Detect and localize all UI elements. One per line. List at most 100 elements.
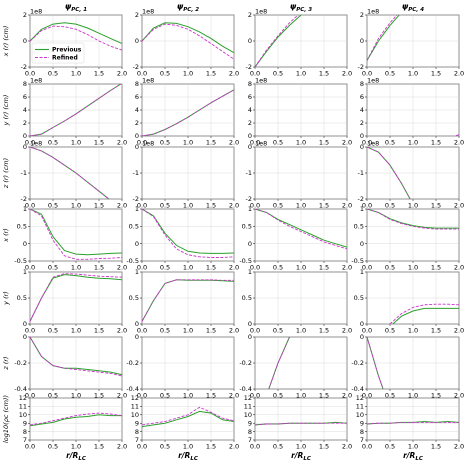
x-tick-label: 0.5	[48, 139, 58, 147]
panel-r1-c3: 0.0 0.5 1.0 1.5 2.0 -2 0 2 1e8	[246, 8, 353, 78]
y-tick-label: 0	[360, 37, 364, 45]
x-tick-label: 1.0	[71, 139, 81, 147]
panel-r5-c3: 0.0 0.5 1.0 1.5 2.0 0 0.5 1	[242, 268, 353, 335]
x-tick-label: 0.5	[160, 392, 170, 400]
series-line-refined	[30, 147, 110, 199]
series-line-previous	[392, 307, 459, 324]
y-tick-label: 6	[135, 93, 139, 101]
y-tick-label: 10	[131, 411, 139, 419]
x-tick-label: 1.0	[183, 327, 193, 335]
y-tick-label: -0.2	[351, 359, 364, 367]
x-tick-label: 1.0	[71, 327, 81, 335]
x-tick-label: 2.0	[229, 139, 239, 147]
y-tick-label: -0.5	[351, 257, 364, 265]
x-tick-label: 2.0	[342, 70, 352, 78]
y-tick-label: 0.5	[354, 294, 364, 302]
x-tick-label: 2.0	[229, 264, 239, 272]
panel-r3-c4: 0.0 0.5 1.0 1.5 2.0 -2 -1 0 1e8	[358, 140, 465, 210]
y-tick-label: 0.5	[129, 294, 139, 302]
y-tick-label: 9	[23, 419, 27, 427]
x-tick-label: 2.0	[454, 70, 464, 78]
x-tick-label: 0.0	[25, 392, 35, 400]
x-tick-label: 1.5	[94, 202, 104, 210]
row-ylabel-1: x (r) (cm)	[2, 26, 10, 58]
x-tick-label: 0.5	[160, 202, 170, 210]
y-tick-label: -0.4	[14, 385, 27, 393]
y-tick-label: 0	[360, 143, 364, 151]
y-tick-label: 7	[135, 436, 139, 444]
y-tick-label: 0	[135, 37, 139, 45]
y-tick-label: 0.5	[129, 223, 139, 231]
column-title-3: ψPC, 3	[290, 2, 312, 13]
x-tick-label: 1.0	[183, 264, 193, 272]
y-tick-label: 0	[360, 132, 364, 140]
y-tick-label: 7	[360, 436, 364, 444]
y-tick-label: -0.2	[126, 359, 139, 367]
x-tick-label: 0.5	[48, 70, 58, 78]
y-tick-label: 11	[356, 403, 364, 411]
series-line-refined	[367, 337, 384, 389]
panel-r3-c1: 0.0 0.5 1.0 1.5 2.0 -2 -1 0 1e8	[21, 140, 128, 210]
x-tick-label: 1.0	[408, 392, 418, 400]
y-tick-label: 9	[248, 419, 252, 427]
x-tick-label: 2.0	[117, 327, 127, 335]
series-line-refined	[142, 406, 234, 426]
y-multiplier: 1e8	[30, 140, 42, 148]
x-tick-label: 1.0	[183, 392, 193, 400]
y-tick-label: 4	[23, 106, 27, 114]
x-tick-label: 1.0	[71, 202, 81, 210]
column-title-1: ψPC, 1	[65, 2, 87, 13]
y-multiplier: 1e8	[30, 8, 42, 16]
x-tick-label: 1.5	[94, 327, 104, 335]
panel-r6-c1: 0.0 0.5 1.0 1.5 2.0 -0.4 -0.2 0	[14, 333, 127, 399]
row-ylabel-6: z (r)	[2, 356, 10, 370]
x-tick-label: 2.0	[229, 70, 239, 78]
x-tick-label: 1.0	[408, 327, 418, 335]
y-tick-label: -0.5	[126, 257, 139, 265]
y-tick-label: 2	[135, 119, 139, 127]
panel-r4-c4: 0.0 0.5 1.0 1.5 2.0 -0.5 0 0.5 1	[351, 205, 464, 271]
panel-r6-c4: 0.0 0.5 1.0 1.5 2.0 -0.4 -0.2 0	[351, 333, 464, 400]
x-tick-label: 1.5	[206, 70, 216, 78]
y-multiplier: 1e8	[255, 77, 267, 85]
y-multiplier: 1e8	[142, 77, 154, 85]
x-tick-label: 1.5	[206, 327, 216, 335]
x-tick-label: 0.0	[137, 139, 147, 147]
y-multiplier: 1e8	[367, 8, 379, 16]
y-tick-label: 1	[135, 205, 139, 213]
y-tick-label: 10	[244, 411, 252, 419]
x-tick-label: 0.0	[137, 327, 147, 335]
y-multiplier: 1e8	[255, 140, 267, 148]
y-multiplier: 1e8	[367, 77, 379, 85]
y-tick-label: 4	[360, 106, 364, 114]
y-tick-label: 0	[135, 240, 139, 248]
x-tick-label: 1.0	[296, 70, 306, 78]
y-tick-label: 0	[23, 240, 27, 248]
y-tick-label: -0.4	[351, 385, 364, 393]
y-tick-label: 7	[23, 436, 27, 444]
x-tick-label: 0.0	[250, 392, 260, 400]
legend-label-1: Previous	[52, 47, 82, 54]
x-tick-label: 2.0	[342, 327, 352, 335]
x-tick-label: 1.5	[319, 392, 329, 400]
y-tick-label: 8	[23, 428, 27, 436]
y-tick-label: 2	[360, 11, 364, 19]
panel-r5-c4: 0.0 0.5 1.0 1.5 2.0 0 0.5 1	[354, 268, 465, 335]
y-tick-label: 12	[244, 394, 252, 402]
x-tick-label: 0.0	[362, 139, 372, 147]
y-tick-label: 0	[135, 132, 139, 140]
y-tick-label: 6	[360, 93, 364, 101]
series-line-previous	[30, 414, 122, 427]
x-tick-label: 1.5	[431, 139, 441, 147]
y-tick-label: 1	[23, 268, 27, 276]
x-tick-label: 2.0	[117, 392, 127, 400]
series-line-previous	[142, 209, 234, 254]
x-tick-label: 1.5	[431, 70, 441, 78]
series-line-refined	[142, 89, 234, 136]
y-tick-label: 0.5	[242, 294, 252, 302]
series-line-refined	[30, 412, 122, 426]
